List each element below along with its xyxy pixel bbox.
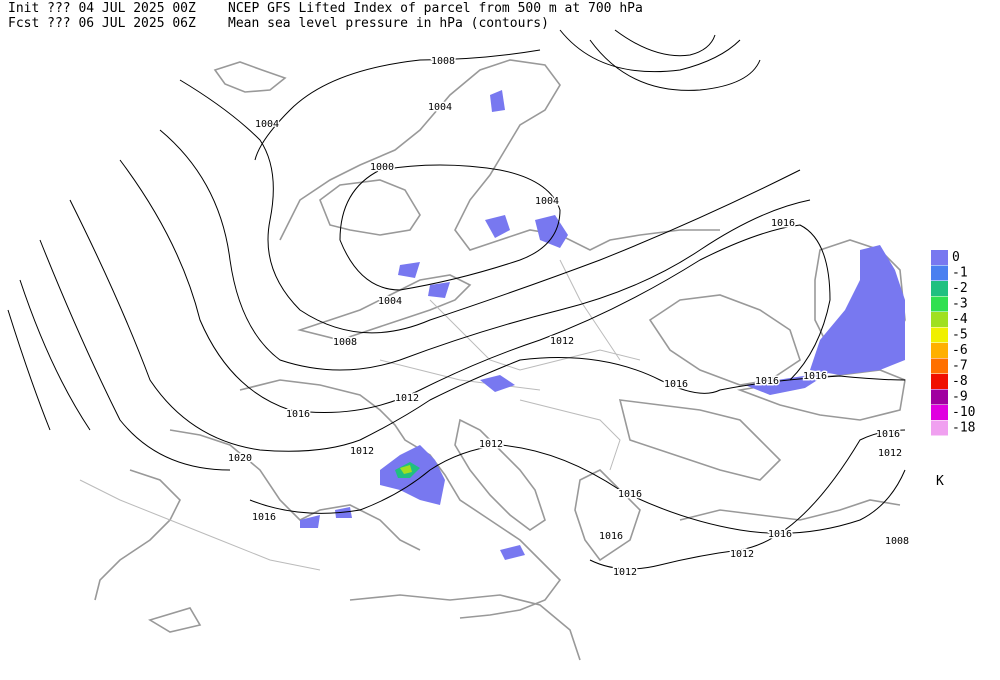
legend-swatch <box>931 265 948 281</box>
contour-label: 1016 <box>599 531 623 542</box>
contour-label: 1004 <box>378 296 402 307</box>
contour-label: 1016 <box>286 409 310 420</box>
contour-label: 1016 <box>755 376 779 387</box>
init-time: Init ??? 04 JUL 2025 00Z <box>8 1 196 16</box>
contour-label: 1012 <box>613 567 637 578</box>
contour-label: 1016 <box>768 529 792 540</box>
contour-label: 1016 <box>618 489 642 500</box>
contour-label: 1016 <box>876 429 900 440</box>
contour-labels: 1008 1004 1004 1000 1004 1016 1004 1008 1012 1012… <box>226 55 910 580</box>
legend-swatch <box>931 343 948 358</box>
map-title: NCEP GFS Lifted Index of parcel from 500… <box>228 1 643 16</box>
legend-label: -8 <box>952 374 968 389</box>
legend-label: 0 <box>952 250 960 265</box>
legend-label: -10 <box>952 405 975 420</box>
contour-label: 1012 <box>550 336 574 347</box>
contour-label: 1000 <box>370 162 394 173</box>
coastlines <box>94 59 906 661</box>
legend-swatch <box>931 420 948 436</box>
legend-swatch <box>931 358 948 374</box>
contour-label: 1016 <box>252 512 276 523</box>
legend-label: -6 <box>952 343 968 358</box>
legend-swatch <box>931 312 948 327</box>
contour-label: 1012 <box>479 439 503 450</box>
contour-label: 1016 <box>771 218 795 229</box>
contour-label: 1012 <box>730 549 754 560</box>
legend-unit: K <box>936 474 944 489</box>
legend-swatch <box>931 250 948 265</box>
legend-swatch <box>931 281 948 296</box>
contour-label: 1016 <box>664 379 688 390</box>
contour-label: 1012 <box>878 448 902 459</box>
contour-label: 1016 <box>803 371 827 382</box>
legend-swatch <box>931 374 948 389</box>
contour-label: 1004 <box>535 196 559 207</box>
contour-label: 1020 <box>228 453 252 464</box>
contour-label: 1012 <box>395 393 419 404</box>
legend-label: -9 <box>952 390 968 405</box>
isobars <box>7 29 906 570</box>
contour-label: 1004 <box>255 119 279 130</box>
contour-label: 1012 <box>350 446 374 457</box>
legend-label: -4 <box>952 312 968 327</box>
borders <box>79 259 641 571</box>
legend-swatch <box>931 296 948 312</box>
legend-label: -7 <box>952 359 968 374</box>
legend-label: -18 <box>952 421 975 436</box>
legend: K 0-1-2-3-4-5-6-7-8-9-10-18 <box>931 250 975 489</box>
contour-label: 1008 <box>431 56 455 67</box>
legend-label: -3 <box>952 297 968 312</box>
lifted-index-areas <box>300 90 905 560</box>
forecast-time: Fcst ??? 06 JUL 2025 06Z <box>8 16 196 31</box>
contour-label: 1004 <box>428 102 452 113</box>
map-subtitle: Mean sea level pressure in hPa (contours… <box>228 16 549 31</box>
legend-swatch <box>931 405 948 420</box>
contour-label: 1008 <box>333 337 357 348</box>
legend-swatch <box>931 327 948 343</box>
legend-label: -5 <box>952 328 968 343</box>
legend-label: -2 <box>952 281 968 296</box>
legend-label: -1 <box>952 266 968 281</box>
contour-label: 1008 <box>885 536 909 547</box>
legend-swatch <box>931 389 948 405</box>
